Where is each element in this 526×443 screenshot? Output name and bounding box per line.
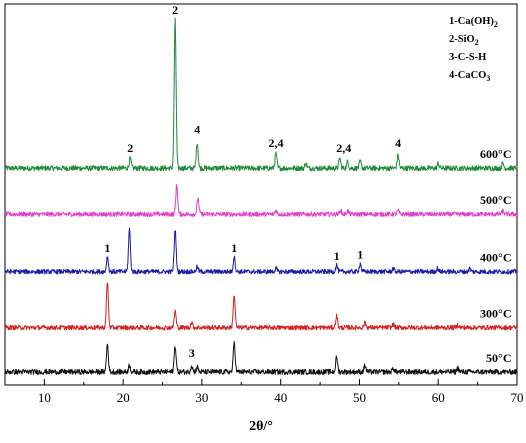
series-temperature-label: 600°C: [480, 147, 511, 161]
peak-label: 3: [189, 346, 195, 360]
x-tick-label: 10: [38, 390, 51, 405]
peak-label: 2,4: [269, 136, 284, 150]
legend-entry: 1-Ca(OH)2: [449, 16, 498, 29]
x-axis-title: 2θ/°: [249, 419, 273, 434]
x-axis-ticks: 10 20 30 40 50 60 70: [4, 379, 524, 405]
legend-entry: 3-C-S-H: [449, 52, 486, 63]
series-line: [4, 17, 518, 172]
plot-frame: [4, 3, 518, 386]
x-tick-label: 70: [511, 390, 524, 405]
peak-label: 2,4: [336, 141, 351, 155]
x-tick-label: 30: [195, 390, 208, 405]
legend: 1-Ca(OH)2 2-SiO2 3-C-S-H 4-CaCO3: [449, 16, 498, 83]
legend-entry: 4-CaCO3: [449, 70, 490, 83]
series-layer: [4, 17, 518, 375]
peak-label: 1: [357, 248, 363, 262]
peak-label: 4: [194, 123, 200, 137]
x-tick-label: 50: [353, 390, 366, 405]
peak-label: 1: [104, 241, 110, 255]
series-line: [4, 227, 518, 275]
series-line: [4, 282, 518, 331]
peak-label: 2: [172, 3, 178, 17]
peak-label: 1: [231, 241, 237, 255]
legend-entry: 2-SiO2: [449, 34, 479, 47]
x-tick-label: 20: [117, 390, 130, 405]
series-line: [4, 184, 518, 218]
series-line: [4, 341, 518, 375]
x-tick-label: 40: [274, 390, 287, 405]
peak-labels: 600°C 2 2 4 2,4 2,4 4 500°C 400°C 1 1 1 1 300°C 50°C 3: [104, 3, 511, 365]
peak-label: 2: [127, 141, 133, 155]
peak-label: 4: [395, 136, 401, 150]
x-tick-label: 60: [432, 390, 445, 405]
series-temperature-label: 300°C: [480, 307, 511, 321]
series-temperature-label: 400°C: [480, 251, 511, 265]
series-temperature-label: 500°C: [480, 193, 511, 207]
peak-label: 1: [334, 249, 340, 263]
series-temperature-label: 50°C: [486, 351, 511, 365]
